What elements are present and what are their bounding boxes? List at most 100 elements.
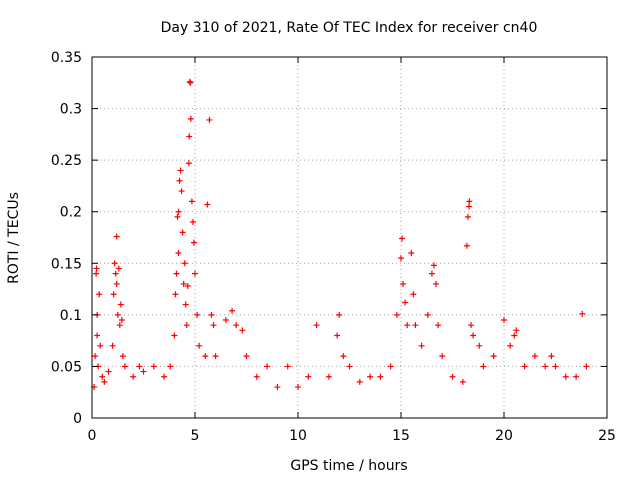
y-tick-label: 0.2 bbox=[60, 205, 82, 221]
data-point bbox=[480, 363, 487, 370]
y-tick-label: 0.1 bbox=[60, 308, 82, 324]
data-point bbox=[196, 342, 203, 349]
y-tick-label: 0.35 bbox=[51, 50, 82, 66]
data-point bbox=[325, 373, 332, 380]
x-axis-label: GPS time / hours bbox=[290, 458, 407, 474]
data-point bbox=[404, 322, 411, 329]
data-point bbox=[513, 327, 520, 334]
data-point bbox=[206, 116, 213, 123]
data-point bbox=[239, 327, 246, 334]
data-point bbox=[187, 115, 194, 122]
data-point bbox=[93, 265, 100, 272]
data-point bbox=[119, 353, 126, 360]
data-point bbox=[178, 188, 185, 195]
x-tick-label: 20 bbox=[495, 428, 513, 444]
data-point bbox=[185, 160, 192, 167]
data-point bbox=[136, 363, 143, 370]
data-layer bbox=[91, 78, 590, 391]
data-point bbox=[435, 322, 442, 329]
plot-frame bbox=[91, 56, 608, 419]
y-tick-label: 0 bbox=[73, 411, 82, 427]
data-point bbox=[202, 353, 209, 360]
data-point bbox=[511, 332, 518, 339]
data-point bbox=[410, 291, 417, 298]
data-point bbox=[118, 317, 125, 324]
data-point bbox=[466, 198, 473, 205]
data-point bbox=[175, 208, 182, 215]
data-point bbox=[113, 280, 120, 287]
data-point bbox=[548, 353, 555, 360]
data-point bbox=[367, 373, 374, 380]
data-point bbox=[130, 373, 137, 380]
data-point bbox=[94, 332, 101, 339]
data-point bbox=[465, 203, 472, 210]
data-point bbox=[189, 219, 196, 226]
data-point bbox=[377, 373, 384, 380]
y-axis-label: ROTI / TECUs bbox=[6, 192, 22, 284]
data-point bbox=[459, 378, 466, 385]
data-point bbox=[507, 342, 514, 349]
data-point bbox=[468, 322, 475, 329]
data-point bbox=[313, 322, 320, 329]
data-point bbox=[101, 378, 108, 385]
data-point bbox=[93, 270, 100, 277]
data-point bbox=[501, 317, 507, 324]
data-point bbox=[264, 363, 271, 370]
data-point bbox=[115, 265, 122, 272]
data-point bbox=[463, 242, 470, 249]
data-point bbox=[573, 373, 580, 380]
data-point bbox=[188, 198, 195, 205]
data-point bbox=[490, 353, 497, 360]
grid-layer bbox=[92, 57, 607, 418]
data-point bbox=[433, 280, 440, 287]
data-point bbox=[346, 363, 353, 370]
data-point bbox=[253, 373, 260, 380]
data-point bbox=[521, 363, 528, 370]
data-point bbox=[181, 260, 188, 267]
data-point bbox=[552, 363, 559, 370]
data-point bbox=[92, 353, 99, 360]
data-point bbox=[175, 249, 182, 256]
data-point bbox=[418, 342, 425, 349]
data-point bbox=[233, 322, 240, 329]
data-point bbox=[186, 133, 193, 140]
data-point bbox=[184, 282, 191, 289]
y-tick-label: 0.3 bbox=[60, 102, 82, 118]
tick-layer: 0 5 10 15 20 25 0 0.05 0.1 0.15 0.2 0.25 0.3 0.35 bbox=[51, 50, 616, 444]
data-point bbox=[113, 233, 120, 240]
data-point bbox=[340, 353, 347, 360]
data-point bbox=[408, 249, 415, 256]
data-point bbox=[229, 307, 236, 314]
data-point bbox=[112, 270, 119, 277]
data-point bbox=[183, 322, 190, 329]
data-point bbox=[470, 332, 477, 339]
data-point bbox=[109, 342, 116, 349]
y-tick-label: 0.15 bbox=[51, 256, 82, 272]
data-point bbox=[305, 373, 312, 380]
data-point bbox=[449, 373, 456, 380]
data-point bbox=[121, 363, 128, 370]
data-point bbox=[171, 332, 178, 339]
data-point bbox=[177, 167, 184, 174]
data-point bbox=[222, 317, 229, 324]
x-tick-label: 25 bbox=[598, 428, 616, 444]
x-tick-label: 5 bbox=[191, 428, 200, 444]
data-point bbox=[173, 270, 180, 277]
data-point bbox=[476, 342, 483, 349]
data-point bbox=[174, 213, 181, 220]
data-point bbox=[412, 322, 419, 329]
data-point bbox=[180, 280, 187, 287]
data-point bbox=[424, 311, 431, 318]
data-point bbox=[579, 310, 586, 317]
data-point bbox=[114, 311, 121, 318]
data-point bbox=[583, 363, 590, 370]
data-point bbox=[187, 79, 194, 86]
data-point bbox=[186, 78, 193, 85]
data-point bbox=[464, 213, 471, 220]
data-point bbox=[204, 201, 211, 208]
data-point bbox=[356, 378, 363, 385]
data-point bbox=[179, 229, 186, 236]
data-point bbox=[400, 280, 407, 287]
data-point bbox=[117, 301, 124, 308]
